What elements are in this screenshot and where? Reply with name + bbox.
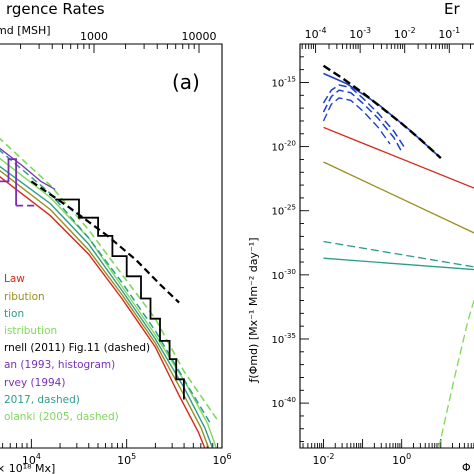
right-series-line xyxy=(323,257,474,271)
left-series-line xyxy=(30,180,180,304)
right-top-tick-label: 10-3 xyxy=(349,26,371,41)
legend-entry: 2017, dashed) xyxy=(4,394,80,406)
right-y-tick-label: 10-35 xyxy=(272,331,296,346)
left-bottom-tick-labels: 104 105 106 xyxy=(22,452,232,467)
right-plot-frame xyxy=(299,43,474,449)
left-series-line xyxy=(55,198,185,400)
right-y-axis-label: ƒ(Φmd) [Mx⁻¹ Mm⁻² day⁻¹] xyxy=(247,238,260,384)
left-chart-title: rgence Rates xyxy=(6,0,105,18)
left-bottom-tick-label: 106 xyxy=(212,452,231,467)
right-y-tick-label: 10-20 xyxy=(272,139,297,154)
right-series-line xyxy=(322,84,407,150)
left-series-line xyxy=(0,157,217,449)
right-y-tick-label: 10-25 xyxy=(272,203,296,218)
left-top-tick-label: 10000 xyxy=(182,30,217,43)
right-series-line xyxy=(322,89,403,153)
right-y-tick-label: 10-15 xyxy=(272,74,296,89)
right-bottom-tick-label: 10-2 xyxy=(313,452,335,467)
right-y-tick-label: 10-40 xyxy=(272,395,297,410)
left-plot-frame xyxy=(0,43,223,449)
left-series-line xyxy=(0,137,218,421)
left-series-group xyxy=(0,137,218,449)
left-axis-ticks xyxy=(2,44,223,448)
legend-entry: ribution xyxy=(4,291,45,303)
right-bottom-axis-label: Φ xyxy=(462,461,471,474)
legend-entry: an (1993, histogram) xyxy=(4,359,115,371)
right-series-line xyxy=(323,161,474,234)
legend-entry: tion xyxy=(4,308,24,320)
right-top-tick-label: 10-1 xyxy=(438,26,460,41)
right-bottom-tick-label: 100 xyxy=(392,452,411,467)
left-top-tick-label: 1000 xyxy=(80,30,108,43)
legend-entry: rnell (2011) Fig.11 (dashed) xyxy=(4,342,150,354)
right-axis-ticks xyxy=(300,43,474,448)
right-panel: Er Φ ƒ(Φmd) [Mx⁻¹ Mm⁻² day⁻¹] 10-4 10-3 10… xyxy=(247,0,474,474)
left-series-line xyxy=(0,158,17,183)
right-series-line xyxy=(323,126,474,189)
right-series-line xyxy=(322,97,391,145)
left-bottom-tick-label: 105 xyxy=(117,452,136,467)
right-top-tick-label: 10-4 xyxy=(305,26,327,41)
left-panel: rgence Rates md [MSH] × 10¹⁸ Mx] (a) 100… xyxy=(0,0,232,474)
right-series-line xyxy=(322,64,442,159)
left-bottom-tick-label: 104 xyxy=(22,452,41,467)
right-top-tick-label: 10-2 xyxy=(394,26,416,41)
right-series-group xyxy=(322,64,474,449)
legend-entry: olanki (2005, dashed) xyxy=(4,411,119,423)
right-chart-title: Er xyxy=(444,0,460,18)
left-bottom-axis-label: × 10¹⁸ Mx] xyxy=(0,462,55,474)
right-bottom-tick-labels: 10-2 100 xyxy=(313,452,412,467)
left-top-axis-label: md [MSH] xyxy=(0,24,51,37)
legend-entry: istribution xyxy=(4,325,57,337)
right-y-tick-label: 10-30 xyxy=(272,267,297,282)
legend-entry: Law xyxy=(4,273,25,285)
left-panel-label: (a) xyxy=(172,70,200,94)
left-series-line xyxy=(0,169,210,449)
right-series-line xyxy=(438,298,474,449)
right-y-tick-labels: 10-15 10-20 10-25 10-30 10-35 10-40 xyxy=(272,74,297,410)
legend-entry: rvey (1994) xyxy=(4,377,65,389)
left-series-line xyxy=(0,147,56,190)
left-top-tick-labels: 1000 10000 xyxy=(80,30,217,43)
right-top-tick-labels: 10-4 10-3 10-2 10-1 xyxy=(305,26,461,41)
left-legend: Law ribution tion istribution rnell (2011) F… xyxy=(4,273,150,423)
left-series-line xyxy=(0,175,206,449)
left-series-line xyxy=(0,165,214,449)
right-series-line xyxy=(323,240,474,268)
